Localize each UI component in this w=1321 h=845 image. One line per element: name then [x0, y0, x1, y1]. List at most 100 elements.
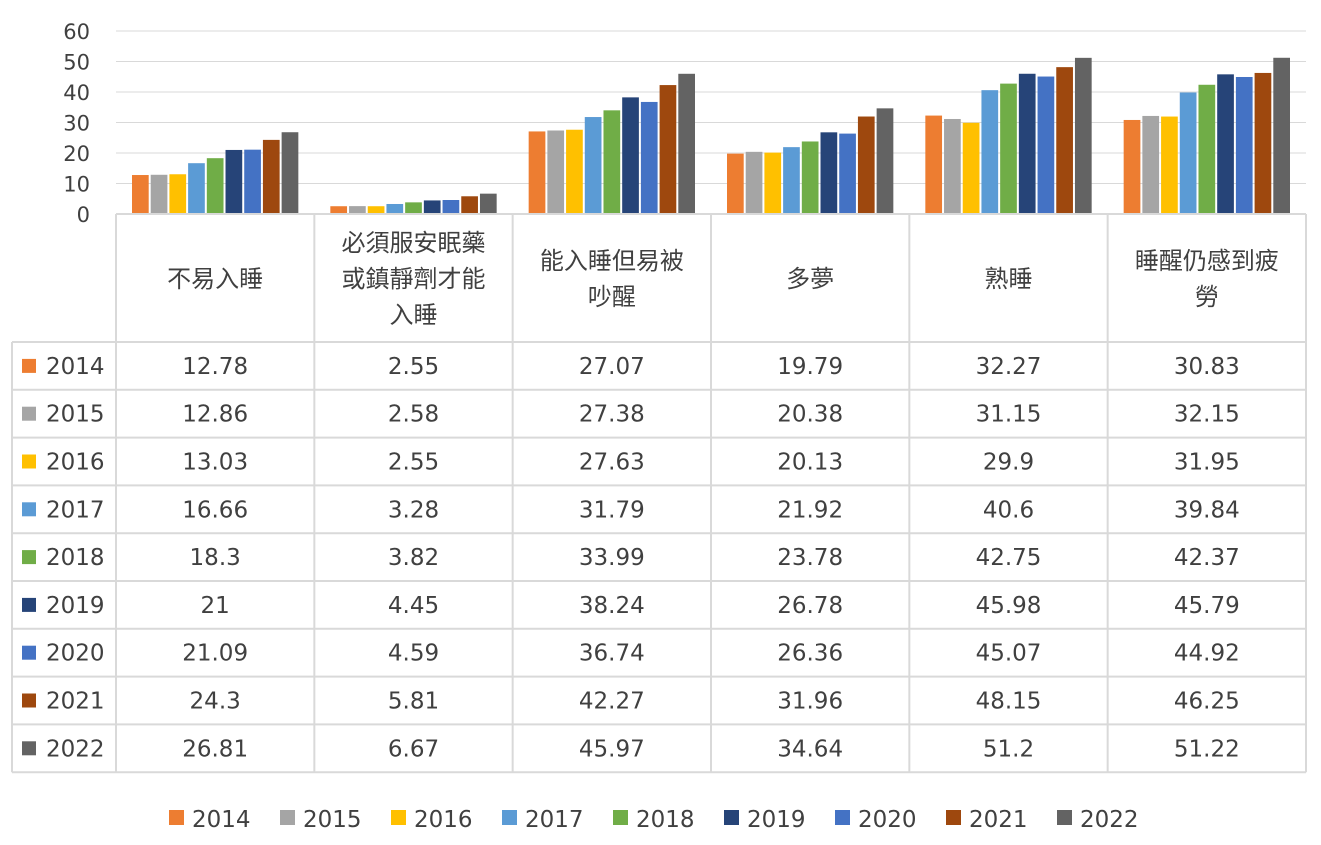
gridlines [116, 30, 1306, 184]
legend-swatch [835, 810, 850, 825]
table-cell-value: 27.07 [579, 354, 645, 380]
table-cell-value: 12.86 [182, 402, 248, 428]
bars [132, 57, 1290, 215]
bar [349, 206, 366, 214]
table-series-label: 2020 [46, 641, 105, 667]
table-cell-value: 29.9 [983, 450, 1034, 476]
bar [330, 206, 348, 214]
bar [1142, 115, 1160, 214]
bar [262, 139, 280, 214]
table-cell-value: 45.97 [579, 736, 645, 762]
y-tick-label: 60 [63, 20, 90, 44]
table-cell-value: 5.81 [388, 689, 439, 715]
table-legend-key [22, 741, 36, 756]
legend-label: 2019 [747, 807, 806, 833]
bar [584, 117, 602, 214]
bar [1074, 57, 1092, 215]
table-cell-value: 13.03 [182, 450, 248, 476]
table-cell-value: 16.66 [182, 497, 248, 523]
bar [405, 202, 422, 214]
table-cell-value: 2.55 [388, 450, 439, 476]
legend-label: 2016 [414, 807, 473, 833]
table-cell-value: 27.63 [579, 450, 645, 476]
category-label: 吵醒 [588, 283, 636, 311]
y-tick-label: 20 [63, 142, 90, 166]
table-cell-value: 31.79 [579, 497, 645, 523]
bar [132, 175, 149, 214]
bar [622, 97, 639, 214]
y-axis: 0 10 20 30 40 50 60 [63, 20, 90, 227]
table-series-label: 2016 [46, 450, 105, 476]
bar [820, 132, 838, 214]
table-cell-value: 2.55 [388, 354, 439, 380]
bar [566, 129, 583, 214]
table-cell-value: 4.45 [388, 593, 439, 619]
legend-swatch [169, 810, 184, 825]
table-cell-value: 31.95 [1174, 450, 1240, 476]
y-tick-label: 10 [63, 173, 90, 197]
table-legend-key [22, 358, 36, 373]
legend-swatch [946, 810, 961, 825]
table-series-label: 2014 [46, 354, 105, 380]
table-series-label: 2017 [46, 497, 105, 523]
bar [423, 200, 441, 214]
bar [1000, 83, 1017, 214]
table-cell-value: 27.38 [579, 402, 645, 428]
bar [1254, 72, 1272, 214]
table-legend-key [22, 550, 36, 565]
category-label: 睡醒仍感到疲 [1135, 247, 1279, 275]
bar [764, 152, 782, 214]
table-cell-value: 48.15 [976, 689, 1042, 715]
bar [367, 206, 385, 214]
legend: 2014 2015 2016 2017 2018 2019 2020 2021 2022 [169, 807, 1139, 833]
bar [783, 147, 800, 214]
bar [479, 193, 497, 214]
bar [150, 174, 168, 214]
category-label: 能入睡但易被 [540, 247, 684, 275]
bar [745, 151, 763, 214]
table-cell-value: 20.38 [777, 402, 843, 428]
bar [1235, 76, 1253, 214]
table-cell-value: 46.25 [1174, 689, 1240, 715]
legend-label: 2017 [525, 807, 584, 833]
legend-label: 2018 [636, 807, 695, 833]
table-cell-value: 45.07 [976, 641, 1042, 667]
category-label: 熟睡 [985, 265, 1033, 293]
bar [547, 130, 565, 214]
category-label: 必須服安眠藥 [342, 229, 486, 257]
table-cell-value: 19.79 [777, 354, 843, 380]
category-label: 入睡 [390, 301, 438, 329]
bar [839, 133, 856, 214]
table-legend-key [22, 454, 36, 469]
legend-swatch [1057, 810, 1072, 825]
table-cell-value: 32.15 [1174, 402, 1240, 428]
table-cell-value: 23.78 [777, 545, 843, 571]
table-cell-value: 45.98 [976, 593, 1042, 619]
legend-swatch [502, 810, 517, 825]
table-cell-value: 4.59 [388, 641, 439, 667]
bar [1217, 74, 1234, 214]
bar [1179, 92, 1197, 214]
bar [461, 196, 478, 214]
table-cell-value: 20.13 [777, 450, 843, 476]
table-cell-value: 3.28 [388, 497, 439, 523]
table-cell-value: 40.6 [983, 497, 1034, 523]
bar [1018, 73, 1036, 214]
table-series-label: 2015 [46, 402, 105, 428]
table-cell-value: 32.27 [976, 354, 1042, 380]
bar [603, 110, 621, 214]
table-cell-value: 24.3 [190, 689, 241, 715]
bar [244, 149, 261, 214]
bar [1161, 116, 1178, 214]
y-tick-label: 40 [63, 81, 90, 105]
table-series-label: 2019 [46, 593, 105, 619]
table-cell-value: 34.64 [777, 736, 843, 762]
y-tick-label: 50 [63, 51, 90, 75]
category-label: 勞 [1195, 283, 1219, 311]
y-tick-label: 30 [63, 112, 90, 136]
table-cell-value: 21.09 [182, 641, 248, 667]
table-legend-key [22, 693, 36, 708]
legend-label: 2014 [192, 807, 251, 833]
bar [206, 158, 224, 214]
